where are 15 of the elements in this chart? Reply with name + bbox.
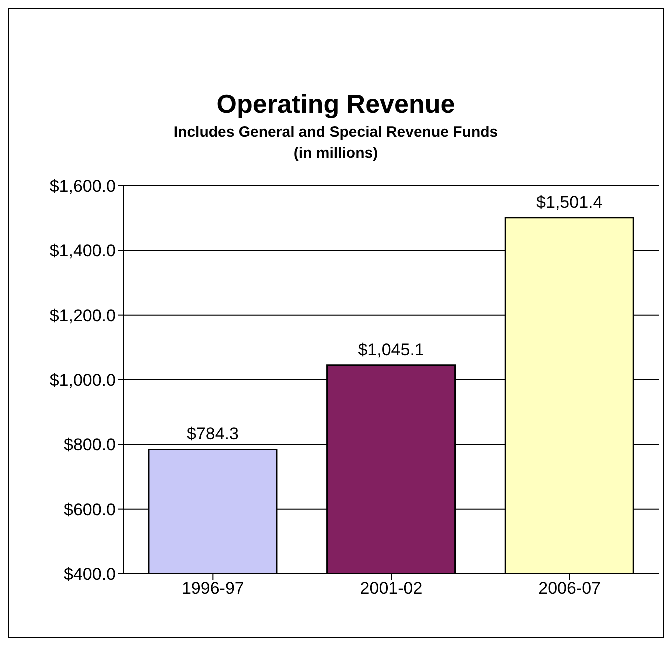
- chart-subtitle: Includes General and Special Revenue Funds (in millions): [172, 124, 500, 162]
- data-label: $784.3: [186, 424, 239, 444]
- data-label: $1,045.1: [358, 340, 424, 360]
- y-tick-label: $1,000.0: [50, 371, 116, 390]
- x-tick-label: 2006-07: [538, 579, 602, 598]
- y-tick-label: $800.0: [64, 436, 116, 455]
- x-tick-label: 1996-97: [182, 579, 244, 598]
- y-tick-label: $600.0: [64, 500, 116, 520]
- y-tick-label: $1,200.0: [50, 306, 116, 326]
- x-tick-label: 2001-02: [360, 579, 423, 598]
- y-tick-label: $1,400.0: [50, 242, 116, 261]
- y-tick-label: $400.0: [64, 565, 116, 584]
- y-tick-label: $1,600.0: [50, 177, 116, 196]
- data-label: $1,501.4: [536, 192, 603, 212]
- chart-title: Operating Revenue: [216, 89, 456, 120]
